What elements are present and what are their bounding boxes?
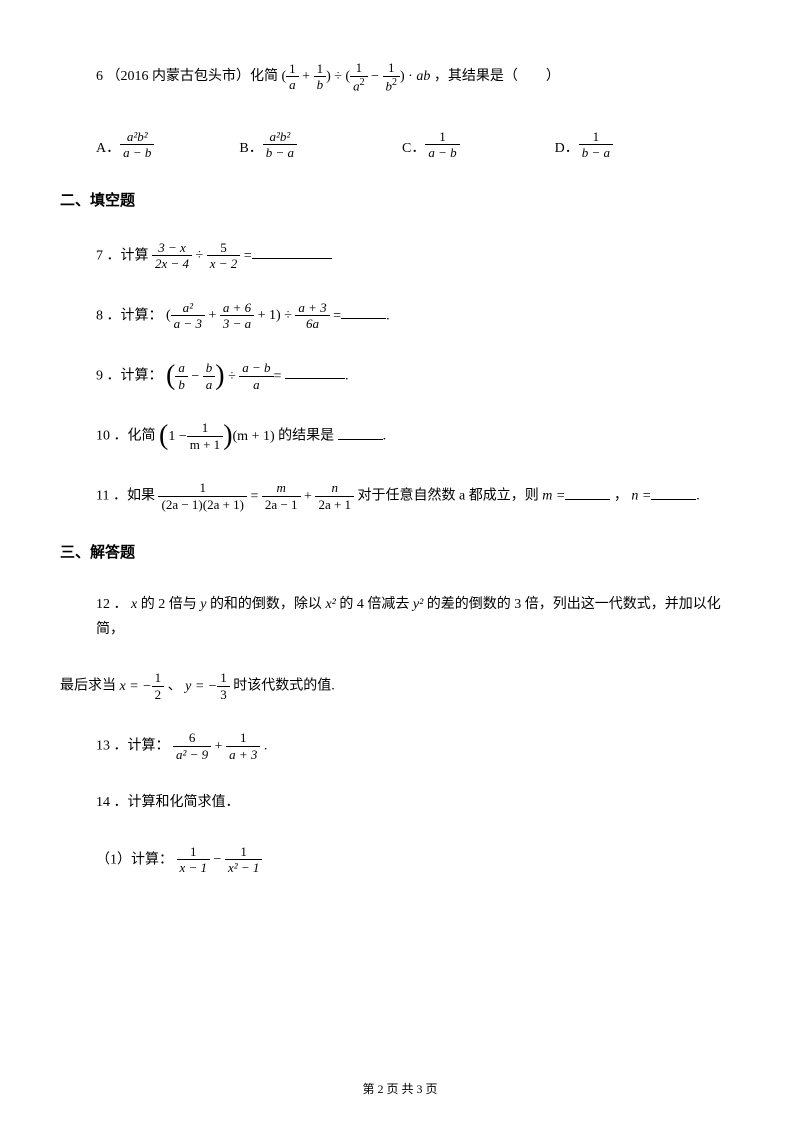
q6-option-c: C． 1a − b <box>402 129 460 161</box>
question-8: 8 ．计算： ( a²a − 3 + a + 63 − a + 1) ÷ a +… <box>60 300 740 332</box>
blank-input[interactable] <box>565 486 610 500</box>
blank-input[interactable] <box>252 245 332 259</box>
q6-source: （2016 内蒙古包头市）化简 <box>107 69 279 84</box>
question-14: 14 ．计算和化简求值． <box>60 790 740 815</box>
question-11: 11 ．如果 1(2a − 1)(2a + 1) = m2a − 1 + n2a… <box>60 480 740 512</box>
question-14-sub1: （1）计算： 1x − 1 − 1x² − 1 <box>60 844 740 876</box>
section-3-header: 三、解答题 <box>60 541 740 562</box>
q6-option-b: B． a²b²b − a <box>239 129 297 161</box>
q6-suffix: ，其结果是（ ） <box>434 69 560 84</box>
blank-input[interactable] <box>285 365 345 379</box>
blank-input[interactable] <box>651 486 696 500</box>
question-12: 12 ． x 的 2 倍与 y 的和的倒数，除以 x² 的 4 倍减去 y² 的… <box>60 592 740 642</box>
q6-expression: (1a + 1b) ÷ ( 1a2 − 1b2) · ab <box>282 60 431 94</box>
blank-input[interactable] <box>338 426 383 440</box>
blank-input[interactable] <box>341 305 386 319</box>
q6-options: A． a²b²a − b B． a²b²b − a C． 1a − b D． 1… <box>96 129 740 161</box>
question-7: 7 ．计算 3 − x2x − 4 ÷ 5x − 2 = <box>60 240 740 272</box>
question-9: 9 ．计算： ( ab − ba ) ÷ a − ba = . <box>60 360 740 392</box>
section-2-header: 二、填空题 <box>60 189 740 210</box>
question-13: 13 ．计算： 6a² − 9 + 1a + 3 . <box>60 730 740 762</box>
question-6: 6 （2016 内蒙古包头市）化简 (1a + 1b) ÷ ( 1a2 − 1b… <box>60 60 740 161</box>
question-12-line2: 最后求当 x = − 12 、 y = − 13 时该代数式的值. <box>60 670 740 702</box>
q6-option-d: D． 1b − a <box>555 129 613 161</box>
page-footer: 第 2 页 共 3 页 <box>0 1080 800 1097</box>
question-10: 10 ．化简 (1 − 1m + 1 ) (m + 1) 的结果是 . <box>60 420 740 452</box>
q6-option-a: A． a²b²a − b <box>96 129 154 161</box>
q6-number: 6 <box>96 69 103 84</box>
